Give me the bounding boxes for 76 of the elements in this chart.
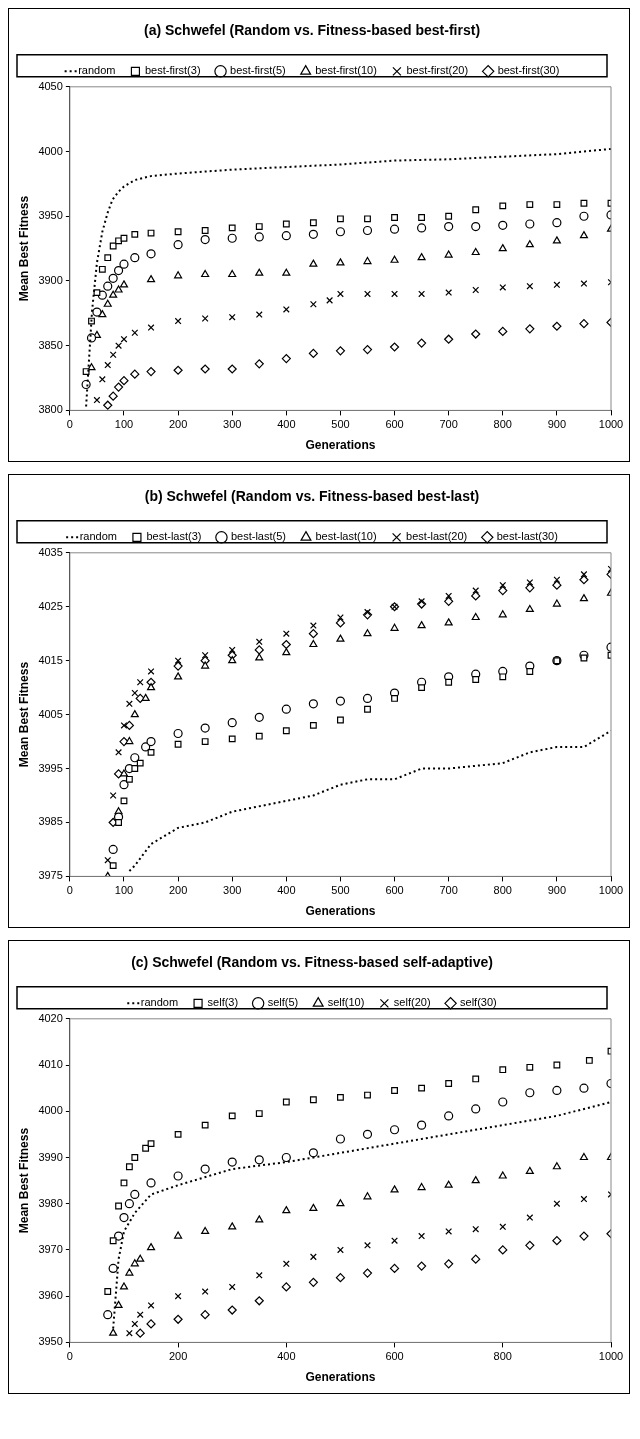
legend-label: random	[78, 64, 116, 77]
x-tick-label: 700	[439, 884, 458, 897]
x-tick-label: 300	[223, 884, 242, 897]
x-tick-label: 700	[439, 418, 458, 431]
x-tick-label: 300	[223, 418, 242, 431]
x-tick-label: 400	[277, 1350, 296, 1363]
y-tick-label: 3900	[38, 273, 63, 286]
y-tick-label: 3985	[38, 815, 63, 828]
legend-label: best-first(30)	[497, 64, 560, 77]
y-tick-label: 3980	[38, 1196, 63, 1209]
x-tick-label: 1000	[598, 1350, 624, 1363]
x-tick-label: 100	[114, 418, 134, 431]
x-tick-label: 500	[331, 418, 350, 431]
x-tick-label: 600	[385, 418, 404, 431]
chart-title: (b) Schwefel (Random vs. Fitness-based best-last)	[144, 488, 480, 505]
x-tick-label: 800	[493, 884, 512, 897]
x-tick-label: 0	[66, 1350, 73, 1363]
x-tick-label: 200	[168, 418, 188, 431]
y-tick-label: 4035	[38, 545, 63, 558]
y-tick-label: 4005	[38, 707, 63, 720]
y-tick-label: 3990	[38, 1150, 63, 1163]
legend-label: best-first(5)	[230, 64, 286, 77]
legend-label: best-last(20)	[406, 530, 468, 543]
y-tick-label: 3960	[38, 1289, 63, 1302]
legend-label: best-last(10)	[315, 530, 377, 543]
y-axis-title: Mean Best Fitness	[16, 195, 31, 302]
y-tick-label: 4025	[38, 599, 63, 612]
x-tick-label: 1000	[598, 884, 624, 897]
y-tick-label: 4000	[38, 1104, 63, 1117]
legend-label: best-last(3)	[146, 530, 202, 543]
legend-label: random	[79, 530, 117, 543]
y-tick-label: 3975	[38, 869, 63, 882]
x-tick-label: 900	[547, 418, 567, 431]
y-tick-label: 4000	[38, 144, 63, 157]
x-axis-title: Generations	[305, 1370, 376, 1385]
x-tick-label: 0	[66, 418, 73, 431]
legend-label: best-last(30)	[496, 530, 558, 543]
y-tick-label: 4010	[38, 1058, 63, 1071]
y-tick-label: 4050	[38, 79, 63, 92]
legend-label: best-first(20)	[406, 64, 469, 77]
y-tick-label: 3800	[38, 403, 63, 416]
x-tick-label: 200	[168, 884, 188, 897]
x-tick-label: 800	[493, 1350, 512, 1363]
x-axis-title: Generations	[305, 438, 376, 453]
x-tick-label: 600	[385, 1350, 404, 1363]
x-tick-label: 500	[331, 884, 350, 897]
x-tick-label: 200	[168, 1350, 188, 1363]
x-tick-label: 600	[385, 884, 404, 897]
x-tick-label: 0	[66, 884, 73, 897]
legend-label: self(3)	[207, 996, 239, 1009]
chart-title: (a) Schwefel (Random vs. Fitness-based best-first)	[143, 22, 481, 39]
legend-label: best-last(5)	[230, 530, 286, 543]
x-axis-title: Generations	[305, 904, 376, 919]
y-tick-label: 3950	[38, 209, 63, 222]
legend-label: self(5)	[267, 996, 299, 1009]
legend-label: best-first(3)	[144, 64, 201, 77]
x-tick-label: 100	[114, 884, 134, 897]
x-tick-label: 1000	[598, 418, 624, 431]
y-axis-title: Mean Best Fitness	[16, 661, 31, 768]
y-tick-label: 4015	[38, 653, 63, 666]
x-tick-label: 400	[277, 418, 296, 431]
y-tick-label: 3850	[38, 338, 63, 351]
chart-title: (c) Schwefel (Random vs. Fitness-based self-adaptive)	[131, 954, 493, 971]
y-tick-label: 3950	[38, 1335, 63, 1348]
y-tick-label: 3970	[38, 1242, 63, 1255]
y-tick-label: 4020	[38, 1011, 63, 1024]
y-tick-label: 3995	[38, 761, 63, 774]
y-axis-title: Mean Best Fitness	[16, 1127, 31, 1234]
legend-label: self(20)	[393, 996, 431, 1009]
x-tick-label: 900	[547, 884, 567, 897]
legend-label: best-first(10)	[315, 64, 377, 77]
x-tick-label: 400	[277, 884, 296, 897]
x-tick-label: 800	[493, 418, 512, 431]
legend-label: self(10)	[327, 996, 365, 1009]
legend-label: random	[140, 996, 179, 1009]
legend-label: self(30)	[460, 996, 497, 1009]
